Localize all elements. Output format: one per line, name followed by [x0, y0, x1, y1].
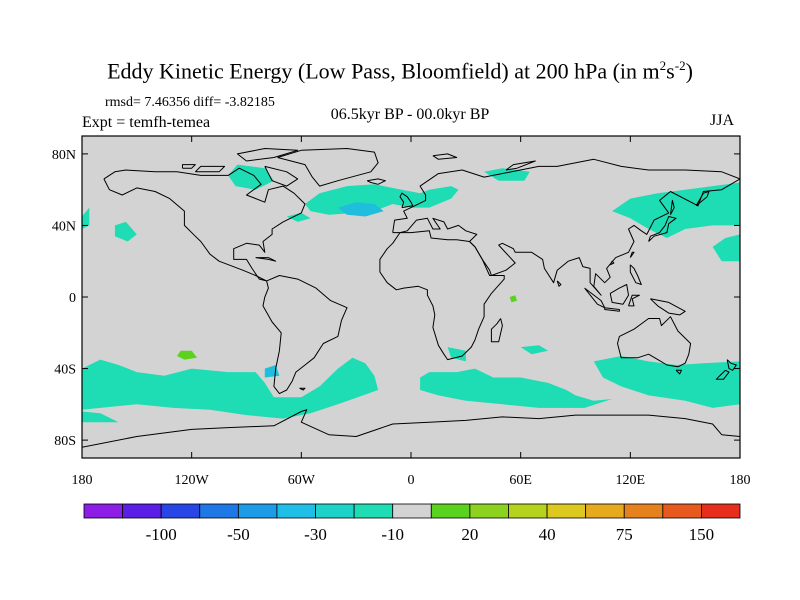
coastline-south-america	[262, 275, 348, 395]
east-pacific-subtropical-patch	[712, 234, 740, 262]
colorbar-swatch	[623, 503, 664, 519]
coastline-eurasia-africa	[392, 158, 740, 296]
coastline-antarctica	[82, 409, 740, 448]
colorbar-swatch	[199, 503, 239, 519]
coastline-sulawesi	[628, 294, 640, 307]
coastline-greenland	[277, 148, 379, 187]
lon-tick-label: 60E	[509, 473, 532, 488]
coastline-ellesmere	[236, 148, 299, 162]
season-label: JJA	[710, 112, 735, 129]
lon-tick-label: 60W	[288, 473, 316, 488]
coastline-new-zealand-south	[715, 369, 730, 380]
colorbar-label: 40	[539, 525, 556, 544]
coastline-africa	[379, 230, 505, 361]
experiment-label: Expt = temfh-temea	[82, 114, 211, 131]
coastline-sri-lanka	[556, 280, 562, 287]
colorbar-swatch	[83, 503, 123, 519]
indian-ocean-patch	[520, 345, 549, 355]
coastline-baffin-island	[264, 165, 299, 187]
coastline-novaya-zemlya	[505, 160, 536, 171]
coastline-cuba	[255, 257, 277, 262]
map-ticks-layer: 80N 40N 0 40S 80S 180 120W 60W 0 60E 120E 180	[52, 136, 751, 488]
coastline-taiwan	[629, 251, 635, 258]
colorbar-swatch	[585, 503, 625, 519]
lon-tick-label: 120E	[616, 473, 646, 488]
colorbar-swatch	[160, 503, 201, 519]
madagascar-small-patch	[447, 347, 466, 362]
colorbar-swatch	[237, 503, 278, 519]
coastline-svalbard	[432, 153, 458, 160]
lat-tick-label: 80S	[54, 434, 76, 449]
coastline-java	[604, 307, 620, 312]
coastline-layer	[82, 148, 740, 448]
coastline-hainan	[609, 260, 615, 266]
colorbar-label: 75	[616, 525, 633, 544]
coastline-banks-island	[182, 164, 196, 169]
colorbar-swatch	[701, 503, 741, 519]
map-background	[82, 136, 740, 458]
south-pacific-positive-spot	[177, 350, 198, 360]
coastline-japan	[648, 216, 677, 242]
lat-tick-label: 80N	[52, 148, 76, 163]
coastline-kamchatka	[695, 191, 710, 207]
north-pacific-east-patch	[114, 221, 137, 242]
lon-tick-label: 180	[730, 473, 751, 488]
colorbar-swatch	[662, 503, 702, 519]
colorbar-swatch	[508, 503, 548, 519]
lon-tick-label: 180	[72, 473, 93, 488]
colorbar-label: 20	[461, 525, 478, 544]
coastline-sakhalin	[670, 199, 675, 215]
south-pacific-australian-band	[593, 356, 740, 408]
coastline-great-britain	[399, 192, 414, 209]
lon-tick-label: 0	[408, 473, 415, 488]
nw-atlantic-arm	[286, 212, 311, 222]
colorbar-swatch	[469, 503, 509, 519]
east-africa-positive-spot	[509, 295, 517, 303]
colorbar-swatch	[276, 503, 316, 519]
anomaly-shading-layer	[82, 164, 740, 423]
figure-title: Eddy Kinetic Energy (Low Pass, Bloomfiel…	[107, 58, 693, 84]
north-atlantic-darker-core	[337, 202, 384, 217]
colorbar-swatch	[392, 503, 432, 519]
coastline-north-america	[103, 167, 306, 282]
colorbar-swatch	[546, 503, 587, 519]
southern-ocean-pacific-band	[82, 357, 379, 419]
coastline-tasmania	[675, 369, 682, 375]
northwest-pacific-patch	[612, 182, 740, 238]
colorbar-label: -100	[146, 525, 177, 544]
siberia-patch	[484, 168, 530, 181]
coastline-madagascar	[490, 318, 503, 343]
colorbar-label: -30	[304, 525, 327, 544]
coastline-borneo	[609, 284, 629, 305]
colorbar-swatch	[315, 503, 355, 519]
south-pacific-west-tongue	[82, 411, 119, 423]
lat-tick-label: 40N	[52, 219, 76, 234]
coastline-new-guinea	[650, 298, 686, 316]
rmsd-diff-stats: rmsd= 7.46356 diff= -3.82185	[105, 95, 275, 110]
colorbar-swatch	[122, 503, 162, 519]
coastline-australia	[617, 316, 692, 368]
colorbar-label: -50	[227, 525, 250, 544]
north-pacific-west-patch	[82, 207, 90, 229]
coastline-iceland	[366, 178, 386, 185]
time-period-label: 06.5kyr BP - 00.0kyr BP	[330, 106, 490, 123]
colorbar-label: -10	[381, 525, 404, 544]
lat-tick-label: 40S	[54, 363, 76, 378]
colorbar-swatch	[430, 503, 471, 519]
colorbar-label: 150	[689, 525, 715, 544]
lat-tick-label: 0	[69, 291, 76, 306]
coastline-new-zealand-north	[726, 359, 737, 371]
colorbar-swatch	[353, 503, 394, 519]
coastline-falklands	[299, 387, 306, 391]
hudson-bay-patch	[228, 164, 274, 190]
south-atlantic-indian-band	[420, 368, 613, 408]
coastline-victoria-island	[194, 165, 226, 173]
colorbar: -100 -50 -30 -10 20 40 75 150	[83, 503, 741, 544]
lon-tick-label: 120W	[175, 473, 210, 488]
coastline-philippines	[629, 264, 642, 285]
